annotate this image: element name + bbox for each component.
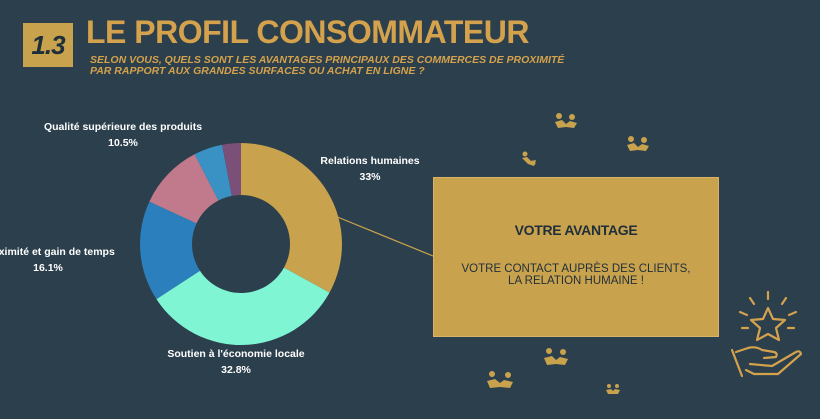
- callout-title: VOTRE AVANTAGE: [514, 222, 638, 238]
- slice-label-1: Soutien à l'économie locale: [167, 348, 304, 360]
- section-badge: 1.3: [23, 23, 73, 67]
- page-title: LE PROFIL CONSOMMATEUR: [86, 14, 529, 50]
- slice-label-3: Qualité supérieure des produits: [44, 121, 202, 133]
- donut-slice-1: [156, 267, 330, 346]
- handshake-icon: [522, 151, 536, 166]
- callout-connector-line: [329, 213, 434, 257]
- slice-value-0: 33%: [359, 171, 381, 183]
- donut-slice-3: [149, 154, 219, 224]
- handshake-icon: [544, 348, 568, 365]
- slice-label-2: Proximité et gain de temps: [0, 246, 115, 258]
- donut-slice-2: [139, 201, 200, 300]
- handshake-icon: [487, 371, 513, 388]
- handshake-icon: [627, 136, 649, 151]
- star-hand-icon: [730, 290, 803, 378]
- slice-value-3: 10.5%: [108, 137, 138, 149]
- slice-value-2: 16.1%: [33, 262, 63, 274]
- donut-slice-4: [194, 144, 232, 201]
- handshake-icon: [606, 384, 620, 394]
- callout-text: VOTRE CONTACT AUPRÈS DES CLIENTS, LA REL…: [461, 263, 691, 287]
- slice-value-1: 32.8%: [221, 364, 251, 376]
- advantage-callout-box: VOTRE AVANTAGE VOTRE CONTACT AUPRÈS DES …: [433, 177, 719, 337]
- handshake-icon: [555, 113, 577, 128]
- slice-label-0: Relations humaines: [320, 155, 419, 167]
- donut-slice-0: [241, 143, 343, 293]
- page-subtitle: SELON VOUS, QUELS SONT LES AVANTAGES PRI…: [90, 54, 565, 77]
- donut-slice-5: [222, 143, 241, 196]
